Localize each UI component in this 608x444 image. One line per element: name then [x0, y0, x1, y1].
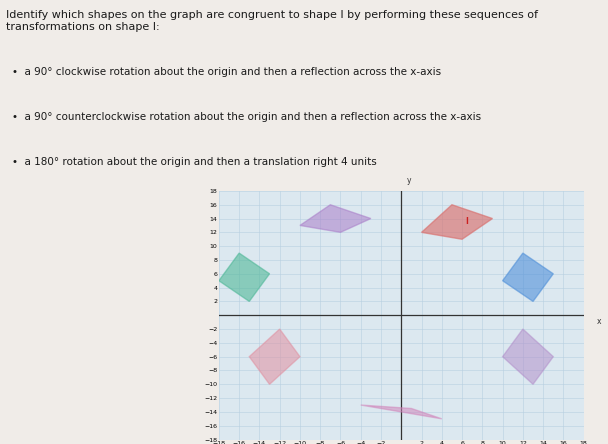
Polygon shape	[503, 253, 553, 301]
Polygon shape	[503, 329, 553, 385]
Text: I: I	[466, 218, 469, 226]
Polygon shape	[300, 205, 371, 232]
Text: Identify which shapes on the graph are congruent to shape I by performing these : Identify which shapes on the graph are c…	[6, 10, 538, 32]
Text: •  a 180° rotation about the origin and then a translation right 4 units: • a 180° rotation about the origin and t…	[12, 157, 377, 167]
Polygon shape	[249, 329, 300, 385]
Text: y: y	[407, 176, 412, 185]
Polygon shape	[361, 405, 442, 419]
Text: •  a 90° counterclockwise rotation about the origin and then a reflection across: • a 90° counterclockwise rotation about …	[12, 112, 481, 122]
Polygon shape	[219, 253, 269, 301]
Text: •  a 90° clockwise rotation about the origin and then a reflection across the x-: • a 90° clockwise rotation about the ori…	[12, 67, 441, 77]
Polygon shape	[421, 205, 492, 239]
Text: x: x	[596, 317, 601, 326]
